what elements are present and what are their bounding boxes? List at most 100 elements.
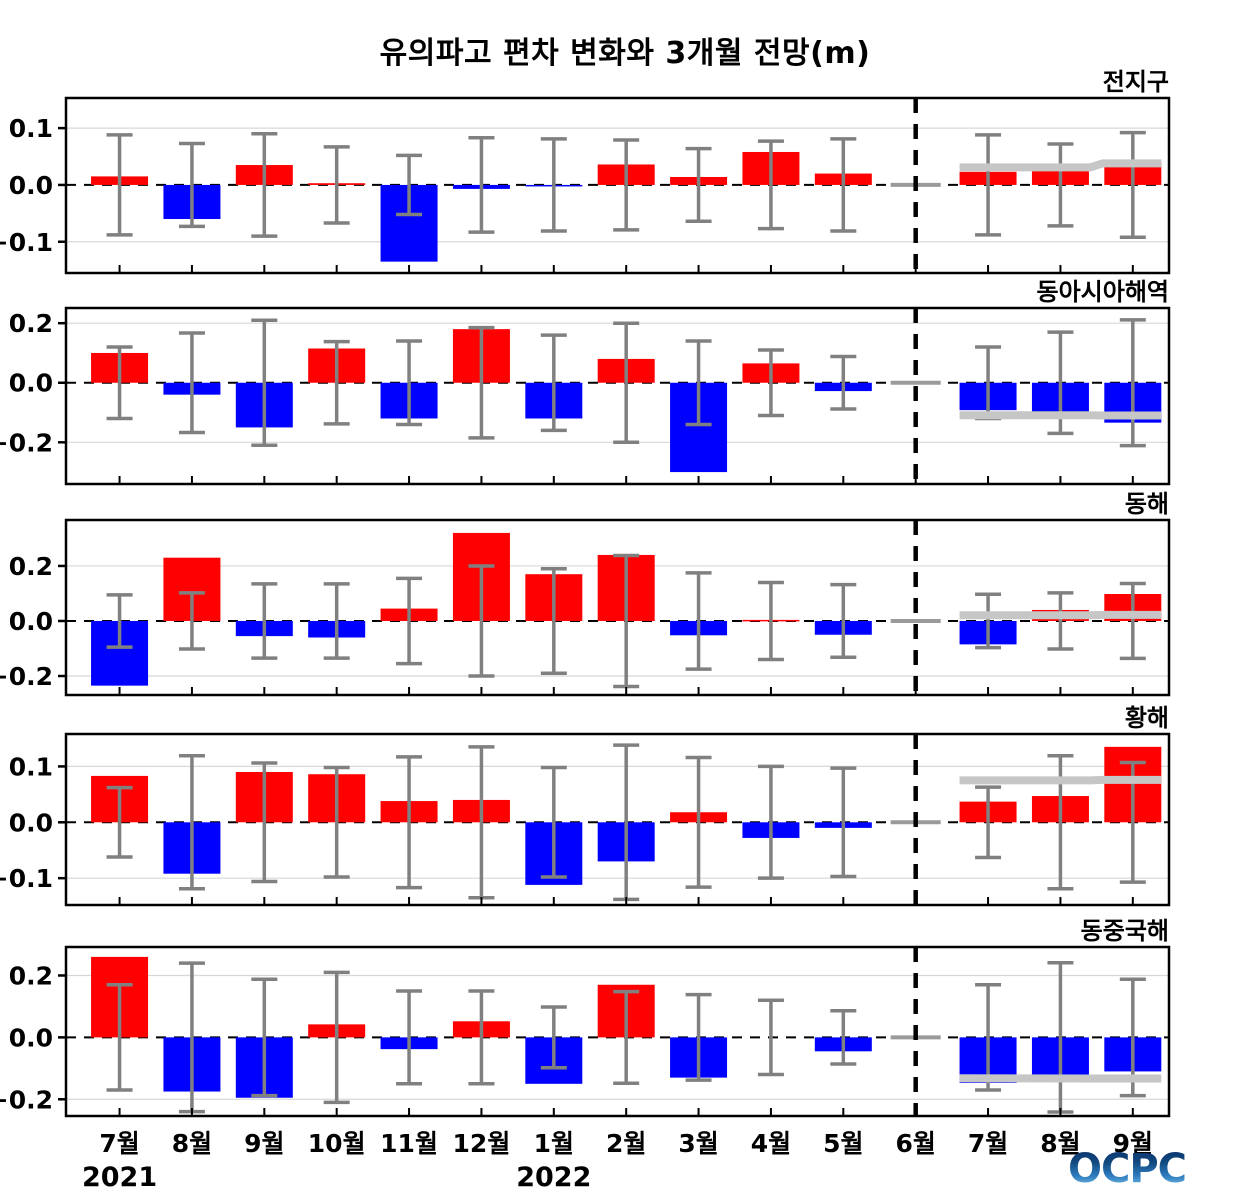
errorbar-동아시아해역-4월 <box>757 348 784 418</box>
errorbar-동중국해-7월 <box>975 983 1002 1092</box>
errorbar-동중국해-5월 <box>830 1009 857 1066</box>
panel-label-황해: 황해 <box>1125 704 1169 732</box>
panel-label-동중국해: 동중국해 <box>1081 917 1169 945</box>
panel-frame <box>64 732 1171 907</box>
y-tick-label: −0.2 <box>0 1085 53 1114</box>
ocpc-logo: OCPC <box>1067 1146 1187 1192</box>
errorbar-동아시아해역-8월 <box>178 331 205 435</box>
errorbar-동중국해-3월 <box>685 992 712 1082</box>
panel-frame <box>64 518 1171 697</box>
errorbar-동해-9월 <box>1119 581 1146 661</box>
errorbar-동아시아해역-9월 <box>1119 318 1146 448</box>
panel-동해: 0.2 0.0 −0.2 동해 <box>0 490 1171 697</box>
errorbar-동해-7월 <box>975 592 1002 650</box>
errorbar-황해-11월 <box>396 755 423 890</box>
errorbar-전지구-3월 <box>685 146 712 224</box>
errorbar-동아시아해역-5월 <box>830 354 857 411</box>
y-tick-label: 0.2 <box>9 961 53 990</box>
errorbar-전지구-4월 <box>757 139 784 231</box>
errorbar-동중국해-2월 <box>613 989 640 1085</box>
errorbar-동아시아해역-11월 <box>396 339 423 427</box>
errorbar-동해-7월 <box>106 593 133 649</box>
errorbar-전지구-8월 <box>1047 142 1074 228</box>
month-label: 9월 <box>1113 1129 1153 1158</box>
errorbar-동아시아해역-7월 <box>106 345 133 421</box>
y-tick-label: 0.0 <box>9 1023 53 1052</box>
y-tick-label: 0.0 <box>9 808 53 837</box>
errorbar-동해-2월 <box>613 553 640 689</box>
y-tick-label: 0.1 <box>9 114 53 143</box>
month-label: 8월 <box>172 1129 212 1158</box>
errorbar-전지구-2월 <box>613 138 640 232</box>
errorbar-동해-10월 <box>323 582 350 660</box>
month-label: 7월 <box>968 1129 1008 1158</box>
y-tick-label: −0.2 <box>0 428 53 457</box>
errorbar-동해-3월 <box>685 571 712 671</box>
forecast-mean-line <box>959 775 1162 785</box>
month-label: 8월 <box>1040 1129 1080 1158</box>
errorbar-전지구-5월 <box>830 137 857 233</box>
month-label: 7월 <box>99 1129 139 1158</box>
y-tick-label: −0.2 <box>0 662 53 691</box>
panel-동중국해: 0.2 0.0 −0.2 동중국해 <box>0 917 1171 1118</box>
errorbar-전지구-9월 <box>251 132 278 238</box>
errorbar-동아시아해역-1월 <box>540 333 567 433</box>
chart-title: 유의파고 편차 변화와 3개월 전망(m) <box>379 36 871 71</box>
errorbar-전지구-7월 <box>106 133 133 237</box>
errorbar-동중국해-9월 <box>251 977 278 1098</box>
errorbar-동해-4월 <box>757 580 784 662</box>
errorbar-동아시아해역-12월 <box>468 325 495 440</box>
y-tick-label: −0.1 <box>0 228 53 257</box>
year-label: 2021 <box>82 1162 157 1193</box>
errorbar-황해-7월 <box>975 785 1002 860</box>
y-tick-label: 0.0 <box>9 607 53 636</box>
panel-label-동아시아해역: 동아시아해역 <box>1037 278 1169 306</box>
x-axis-labels: 7월 8월 9월 10월 11월 12월 1월 2월 3월 4월 5월 6월 7월 8월 9월 2021 202… <box>82 1129 1153 1193</box>
errorbar-전지구-1월 <box>540 137 567 233</box>
errorbar-황해-9월 <box>251 761 278 884</box>
errorbar-전지구-12월 <box>468 136 495 234</box>
errorbar-황해-3월 <box>685 755 712 889</box>
errorbar-황해-5월 <box>830 766 857 879</box>
errorbar-동중국해-10월 <box>323 970 350 1105</box>
errorbar-황해-1월 <box>540 765 567 879</box>
errorbar-전지구-11월 <box>396 153 423 217</box>
month-label: 5월 <box>823 1129 863 1158</box>
errorbar-황해-7월 <box>106 785 133 859</box>
errorbar-동해-11월 <box>396 576 423 666</box>
errorbar-동아시아해역-2월 <box>613 321 640 445</box>
y-tick-label: 0.0 <box>9 171 53 200</box>
errorbar-동중국해-12월 <box>468 989 495 1086</box>
errorbar-황해-4월 <box>757 764 784 880</box>
errorbar-동해-5월 <box>830 582 857 660</box>
errorbar-동해-9월 <box>251 582 278 660</box>
errorbar-황해-8월 <box>178 754 205 891</box>
forecast-mean-line <box>959 159 1162 172</box>
month-label: 9월 <box>244 1129 284 1158</box>
month-label: 2월 <box>606 1129 646 1158</box>
errorbar-동중국해-11월 <box>396 989 423 1086</box>
year-label: 2022 <box>516 1162 591 1193</box>
month-label: 11월 <box>380 1129 438 1158</box>
errorbar-전지구-10월 <box>323 145 350 225</box>
panel-frame <box>64 306 1171 486</box>
panel-label-동해: 동해 <box>1125 490 1169 518</box>
y-tick-label: 0.1 <box>9 752 53 781</box>
y-tick-label: −0.1 <box>0 864 53 893</box>
errorbar-황해-10월 <box>323 765 350 879</box>
errorbar-전지구-9월 <box>1119 130 1146 239</box>
errorbar-동중국해-1월 <box>540 1005 567 1070</box>
y-tick-label: 0.2 <box>9 552 53 581</box>
panel-label-전지구: 전지구 <box>1103 68 1169 96</box>
month-label: 1월 <box>534 1129 574 1158</box>
month-label: 12월 <box>453 1129 511 1158</box>
errorbar-전지구-7월 <box>975 133 1002 237</box>
panel-동아시아해역: 0.2 0.0 −0.2 동아시아해역 <box>0 278 1171 486</box>
errorbar-동중국해-4월 <box>757 998 784 1077</box>
errorbar-전지구-8월 <box>178 141 205 229</box>
y-tick-label: 0.2 <box>9 309 53 338</box>
errorbar-동아시아해역-3월 <box>685 339 712 427</box>
errorbar-동아시아해역-10월 <box>323 339 350 426</box>
